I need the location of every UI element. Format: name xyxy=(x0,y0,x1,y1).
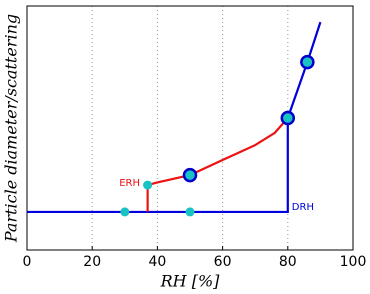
x-axis-label: RH [%] xyxy=(160,272,221,291)
x-tick-label: 80 xyxy=(279,254,297,270)
annotation: ERH xyxy=(119,178,140,189)
marker xyxy=(182,167,198,183)
annotation: DRH xyxy=(292,202,314,213)
line xyxy=(146,117,289,212)
y-axis-label: Particle diameter/scattering xyxy=(2,14,21,243)
marker xyxy=(143,180,153,190)
x-tick-label: 40 xyxy=(148,254,166,270)
line xyxy=(27,21,322,214)
marker xyxy=(280,110,296,126)
x-tick-label: 0 xyxy=(23,254,32,270)
x-tick-label: 100 xyxy=(340,254,367,270)
x-tick-label: 60 xyxy=(214,254,232,270)
plot-frame xyxy=(26,5,354,251)
marker xyxy=(300,54,315,70)
marker xyxy=(120,207,130,217)
x-tick-label: 20 xyxy=(83,254,101,270)
marker xyxy=(185,207,195,217)
